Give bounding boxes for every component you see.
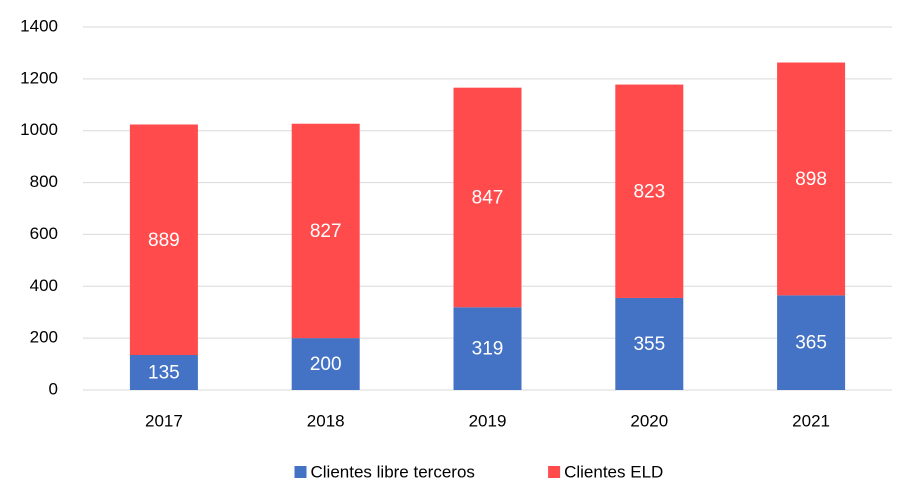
y-tick-label: 200: [30, 328, 58, 347]
data-label: 319: [472, 339, 504, 360]
y-tick-label: 400: [30, 276, 58, 295]
data-label: 355: [633, 334, 665, 355]
data-label: 823: [633, 181, 665, 202]
data-label: 135: [148, 363, 180, 384]
legend-swatch: [294, 466, 307, 478]
bar-segment: [615, 297, 684, 390]
data-label: 365: [795, 333, 827, 354]
legend-label: Clientes libre terceros: [311, 462, 475, 481]
data-label: 827: [310, 221, 342, 242]
x-tick-label: 2017: [145, 411, 183, 430]
data-label: 898: [795, 169, 827, 190]
bar-segment: [129, 354, 198, 390]
x-tick-label: 2020: [630, 411, 668, 430]
x-tick-label: 2021: [792, 411, 830, 430]
bar-segment: [777, 295, 846, 390]
y-tick-label: 600: [30, 224, 58, 243]
bar-segment: [291, 123, 360, 339]
bar-segment: [291, 338, 360, 390]
y-tick-label: 1400: [20, 16, 58, 35]
y-tick-label: 0: [49, 379, 58, 398]
x-tick-label: 2018: [307, 411, 345, 430]
bar-segment: [453, 307, 522, 390]
legend-swatch: [548, 466, 561, 478]
x-tick-label: 2019: [469, 411, 507, 430]
bar-segment: [777, 62, 846, 296]
legend-label: Clientes ELD: [564, 462, 663, 481]
data-label: 847: [472, 187, 504, 208]
bar-segment: [615, 84, 684, 298]
bar-segment: [129, 124, 198, 355]
data-label: 889: [148, 230, 180, 251]
y-tick-label: 1200: [20, 68, 58, 87]
data-label: 200: [310, 354, 342, 375]
y-tick-label: 1000: [20, 120, 58, 139]
y-tick-label: 800: [30, 172, 58, 191]
bar-segment: [453, 87, 522, 308]
